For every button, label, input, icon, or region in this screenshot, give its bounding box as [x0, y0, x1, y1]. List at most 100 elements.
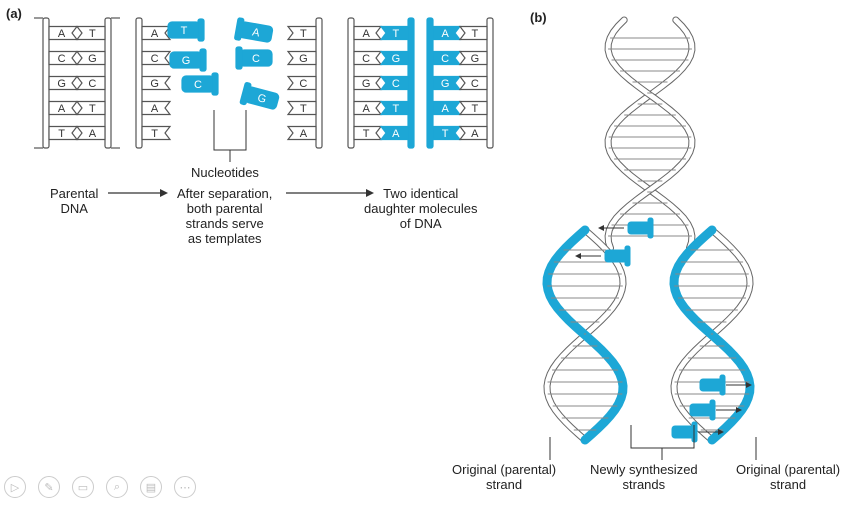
base-letter: T [392, 103, 399, 115]
right-daughter-new [669, 225, 755, 445]
nucleotide-sugar [234, 17, 245, 41]
play-icon[interactable]: ▷ [4, 476, 26, 498]
incoming-nucleotide [699, 374, 752, 396]
base-pair-right [75, 75, 106, 91]
daughter-dna: A T C G G C A T T A A T C G G C A T T A [347, 17, 494, 149]
daughter-base-left [353, 50, 383, 66]
base-letter: A [89, 128, 97, 140]
base-letter: G [441, 78, 450, 90]
zoom-icon[interactable]: ⌕ [106, 476, 128, 498]
base-letter: T [181, 25, 188, 37]
base-letter: G [182, 55, 191, 67]
arrow-head [718, 429, 724, 435]
base-letter: A [441, 103, 449, 115]
more-icon[interactable]: ⋯ [174, 476, 196, 498]
base-letter: A [362, 28, 370, 40]
template-base-left [141, 100, 172, 116]
base-pair-right [75, 125, 106, 141]
daughter-base-right [379, 50, 409, 66]
daughter-base-right [458, 25, 488, 41]
base-letter: T [300, 28, 307, 40]
daughter-base-left [353, 125, 383, 141]
base-pair-left [48, 100, 79, 116]
daughter-base-right [379, 25, 409, 41]
base-letter: T [89, 28, 96, 40]
daughter-molecules-label: Two identical daughter molecules of DNA [364, 186, 478, 231]
nucleotide-sugar [211, 72, 219, 96]
incoming-nucleotide [575, 245, 631, 267]
nucleotide-sugar [235, 46, 243, 70]
daughter-base-left [353, 25, 383, 41]
arrow-head [736, 407, 742, 413]
base-pair-left [48, 25, 79, 41]
base-letter: G [256, 92, 267, 106]
base-letter: A [392, 128, 400, 140]
nucleotide: G [239, 82, 280, 110]
base-pair-left [48, 75, 79, 91]
incoming-nucleotide [598, 217, 654, 239]
base-letter: G [88, 53, 97, 65]
daughter-base-right [458, 100, 488, 116]
template-base-right [286, 125, 317, 141]
daughter-base-left [432, 100, 462, 116]
base-letter: T [392, 28, 399, 40]
base-letter: C [471, 78, 479, 90]
base-letter: C [392, 78, 400, 90]
base-letter: T [300, 103, 307, 115]
base-letter: G [299, 53, 308, 65]
nucleotide: C [181, 72, 219, 96]
base-letter: G [57, 78, 66, 90]
nucleotides-label: Nucleotides [191, 165, 259, 180]
template-base-left [141, 25, 172, 41]
template-base-right [286, 25, 317, 41]
base-letter: A [471, 128, 479, 140]
base-letter: A [300, 128, 308, 140]
base-letter: A [362, 103, 370, 115]
nucleotide-sugar [647, 217, 654, 239]
nucleotide-sugar [199, 48, 207, 72]
template-base-right [286, 75, 317, 91]
base-letter: C [58, 53, 66, 65]
base-pair-left [48, 50, 79, 66]
base-letter: C [362, 53, 370, 65]
daughter-base-left [432, 125, 462, 141]
base-letter: A [151, 28, 159, 40]
daughter-base-left [432, 25, 462, 41]
nucleotide-sugar [239, 82, 252, 106]
base-letter: A [251, 26, 261, 39]
subtitle-icon[interactable]: ▤ [140, 476, 162, 498]
daughter-base-right [458, 125, 488, 141]
nucleotide: C [235, 46, 273, 70]
parental-strand-1-fill [605, 17, 695, 251]
base-letter: C [88, 78, 96, 90]
base-letter: A [441, 28, 449, 40]
base-letter: T [151, 128, 158, 140]
base-pair-right [75, 100, 106, 116]
panel-a-label: (a) [6, 6, 22, 21]
daughter-base-left [353, 75, 383, 91]
base-letter: C [194, 79, 202, 91]
slides-icon[interactable]: ▭ [72, 476, 94, 498]
template-base-left [141, 50, 172, 66]
arrow-head [598, 225, 604, 231]
daughter-base-right [458, 75, 488, 91]
base-letter: G [471, 53, 480, 65]
original-strand-left-label: Original (parental) strand [452, 462, 557, 492]
nucleotide: G [169, 48, 207, 72]
base-letter: A [151, 103, 159, 115]
daughter-base-left [432, 75, 462, 91]
template-base-left [141, 125, 172, 141]
base-letter: C [151, 53, 159, 65]
template-base-left [141, 75, 172, 91]
base-letter: T [442, 128, 449, 140]
nucleotide-sugar [709, 399, 716, 421]
base-letter: C [252, 53, 260, 65]
incoming-nucleotide [671, 421, 724, 443]
nucleotide-sugar [624, 245, 631, 267]
original-strand-right-label: Original (parental) strand [736, 462, 841, 492]
pen-icon[interactable]: ✎ [38, 476, 60, 498]
daughter-base-right [379, 75, 409, 91]
nucleotide-sugar [719, 374, 726, 396]
